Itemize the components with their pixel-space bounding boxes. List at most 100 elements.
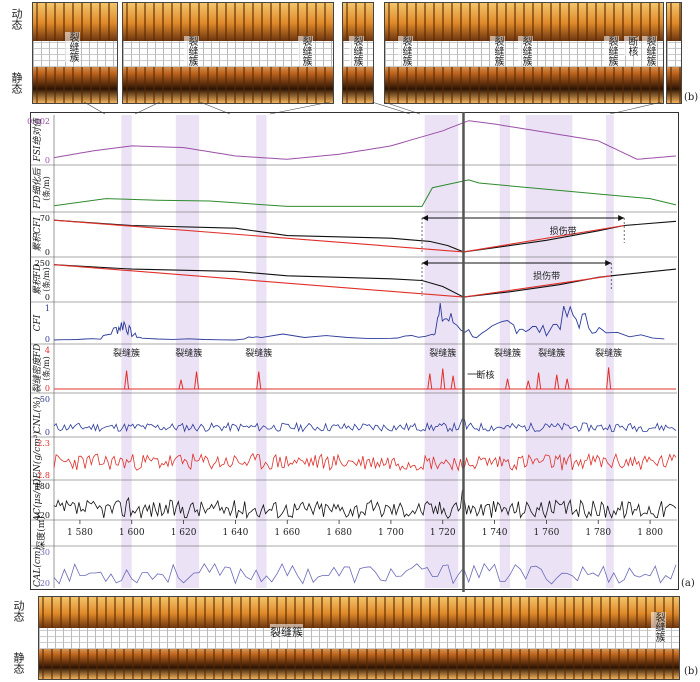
fd-density-spike-12 xyxy=(606,367,612,390)
top-label-dynamic: 动态 xyxy=(10,8,23,30)
top-strip-1 xyxy=(32,2,118,104)
track-label-cnl: CNL(%) xyxy=(32,396,43,433)
depth-tick-label-2: 1 620 xyxy=(171,528,197,538)
depth-tick-label-1: 1 600 xyxy=(119,528,145,538)
track-tick-top-cum-fd: 250 xyxy=(35,259,50,268)
fd-density-spike-11 xyxy=(564,378,570,390)
fd-density-spike-8 xyxy=(525,380,531,390)
top-crack-label-7: 裂缝簇 xyxy=(518,36,533,66)
fd-density-fault-core-label: 断核 xyxy=(476,369,494,381)
track-tick-top-den: 2.3 xyxy=(37,439,50,448)
fd-density-spike-5 xyxy=(440,368,446,390)
track-label-fd-fine: FD细化后 xyxy=(32,167,43,209)
fd-density-spike-6 xyxy=(450,375,456,390)
depth-tick-label-9: 1 760 xyxy=(534,528,560,538)
track-tick-top-cnl: 50 xyxy=(40,395,50,404)
track-label-fd-density: 裂缝密度FD xyxy=(32,344,43,393)
track-tick-bottom-cfi: 0 xyxy=(45,335,50,344)
fd-density-spike-0 xyxy=(124,370,130,390)
damage-zone-arrowhead-right-fd xyxy=(605,260,612,266)
top-crack-label-9: 裂缝簇 xyxy=(642,36,657,66)
track-tick-bottom-cum-cfi: 0 xyxy=(45,248,50,257)
depth-tick-label-3: 1 640 xyxy=(223,528,249,538)
highlight-band-5 xyxy=(525,115,573,588)
fd-density-cluster-label-3: 裂缝簇 xyxy=(429,347,456,359)
damage-zone-label-cfi: 损伤带 xyxy=(550,225,577,237)
track-label-cum-fd: 累积FD xyxy=(32,264,43,295)
bottom-panel-tag: (b) xyxy=(684,666,699,677)
track-label-cfi: CFI xyxy=(33,314,43,331)
track-label-cal: CAL(cm) xyxy=(32,547,43,587)
series-cum-cfi-line xyxy=(53,219,677,253)
top-fault-core-label: 断核 xyxy=(624,36,639,56)
bottom-label-static: 静态 xyxy=(12,652,25,674)
top-crack-label-8: 裂缝簇 xyxy=(604,36,619,66)
damage-zone-arrowhead-right-cfi xyxy=(618,215,625,221)
track-label-den: DEN(g/cm³) xyxy=(32,431,43,487)
bottom-crack-label-right: 裂缝簇 xyxy=(651,612,666,642)
fd-density-spike-3 xyxy=(256,371,262,390)
fd-density-spike-2 xyxy=(194,371,200,390)
top-crack-label-5: 裂缝簇 xyxy=(398,36,413,66)
depth-tick-label-5: 1 680 xyxy=(326,528,352,538)
series-fsi-line xyxy=(53,120,677,160)
fd-density-spike-4 xyxy=(427,373,433,390)
fd-density-spike-1 xyxy=(178,379,184,390)
track-tick-bottom-ac: 320 xyxy=(35,511,50,520)
series-ac-line xyxy=(53,490,677,520)
top-crack-label-6: 裂缝簇 xyxy=(490,36,505,66)
track-unit-fd-density: (条/m) xyxy=(41,356,51,381)
fd-density-cluster-label-6: 裂缝簇 xyxy=(595,347,622,359)
depth-tick-label-4: 1 660 xyxy=(274,528,300,538)
damage-zone-arrowhead-left-cfi xyxy=(422,215,429,221)
track-unit-fd-fine: (条/m) xyxy=(41,176,51,201)
fd-density-cluster-label-4: 裂缝簇 xyxy=(494,347,521,359)
top-panel-tag: (b) xyxy=(684,92,699,103)
series-den-line xyxy=(53,452,677,472)
track-tick-bottom-den: 2.8 xyxy=(37,471,50,480)
bottom-strip xyxy=(38,596,680,680)
depth-tick-label-6: 1 700 xyxy=(378,528,404,538)
track-label-ac: AC(μs/m) xyxy=(32,478,43,522)
highlight-band-0 xyxy=(121,115,132,588)
series-cnl-line xyxy=(53,417,677,433)
top-crack-label-3: 裂缝簇 xyxy=(298,36,313,66)
fd-density-spike-10 xyxy=(554,374,560,390)
depth-tick-label-0: 1 580 xyxy=(67,528,93,538)
bottom-crack-label-main: 裂缝簇 xyxy=(270,624,303,640)
track-label-cum-cfi: 累积CFI xyxy=(32,217,43,252)
track-tick-bottom-fsi: 0 xyxy=(45,156,50,165)
depth-tick-label-10: 1 780 xyxy=(585,528,611,538)
track-tick-top-cal: 30 xyxy=(40,548,50,557)
fd-density-cluster-label-0: 裂缝簇 xyxy=(113,347,140,359)
highlight-band-1 xyxy=(175,115,200,588)
depth-tick-label-7: 1 720 xyxy=(430,528,456,538)
top-strip-3 xyxy=(342,2,374,104)
series-cal-line xyxy=(53,562,677,585)
track-tick-top-fsi: 0.002 xyxy=(27,117,50,126)
main-log-panel xyxy=(30,112,679,590)
damage-zone-arrowhead-left-fd xyxy=(422,260,429,266)
highlight-band-4 xyxy=(499,115,511,588)
series-cfi-line xyxy=(53,303,665,341)
track-tick-top-fd-density: 4 xyxy=(45,346,50,355)
top-strip-5 xyxy=(666,2,682,104)
track-tick-bottom-cal: 20 xyxy=(40,579,50,588)
track-tick-top-cfi: 1 xyxy=(45,304,50,313)
track-tick-top-cum-cfi: 70 xyxy=(40,214,50,223)
series-fd-fine-line xyxy=(53,179,677,207)
track-unit-cum-fd: (条/m) xyxy=(41,267,51,292)
track-tick-bottom-fd-density: 0 xyxy=(45,384,50,393)
track-label-fsi: FSI绝对值 xyxy=(32,117,43,163)
fd-density-spike-9 xyxy=(536,372,542,390)
damage-zone-label-fd: 损伤带 xyxy=(533,270,560,282)
fd-density-cluster-label-1: 裂缝簇 xyxy=(175,347,202,359)
track-tick-bottom-cnl: 0 xyxy=(45,428,50,437)
depth-tick-label-8: 1 740 xyxy=(482,528,508,538)
highlight-band-2 xyxy=(256,115,267,588)
fd-density-spike-7 xyxy=(505,378,511,390)
highlight-band-3 xyxy=(424,115,459,588)
top-crack-label-4: 裂缝簇 xyxy=(349,36,364,66)
depth-axis-label: 深度(m) xyxy=(35,516,47,550)
